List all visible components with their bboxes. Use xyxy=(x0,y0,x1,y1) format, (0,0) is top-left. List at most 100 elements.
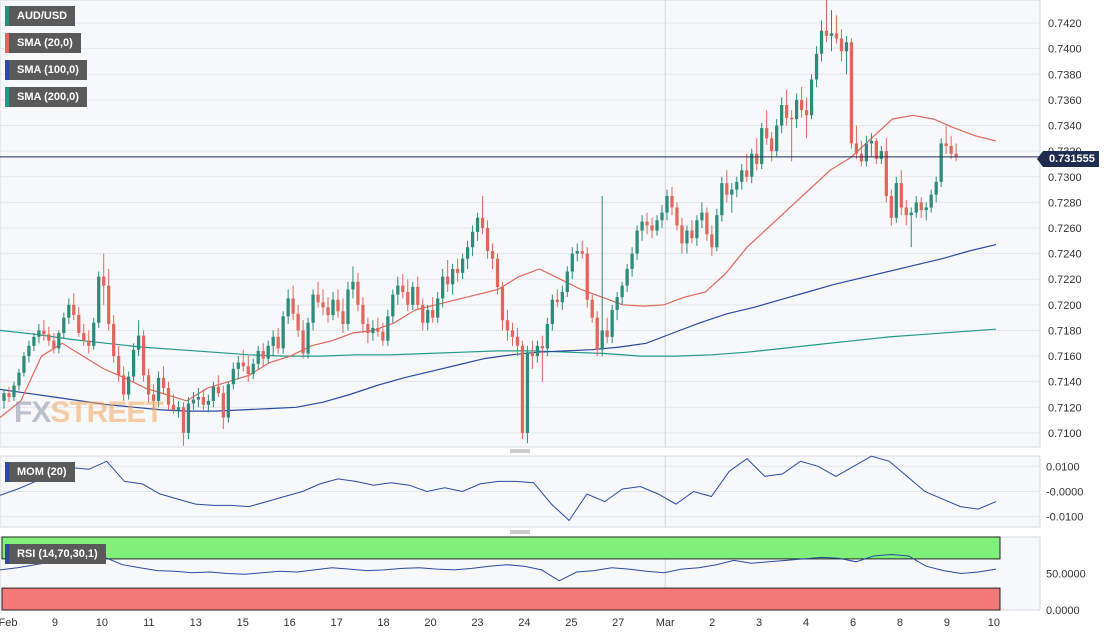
candle xyxy=(944,125,948,154)
candle xyxy=(12,381,16,401)
legend-sma200[interactable]: SMA (200,0) xyxy=(5,87,87,107)
legend-sma20[interactable]: SMA (20,0) xyxy=(5,33,81,53)
candle-body xyxy=(17,372,21,386)
x-tick-label: 10 xyxy=(96,617,108,629)
candle-body xyxy=(894,183,898,218)
candle xyxy=(216,375,220,398)
y-tick-label: 0.7380 xyxy=(1048,69,1082,81)
candle-body xyxy=(406,292,410,305)
candle-body xyxy=(505,320,510,331)
candle-body xyxy=(670,195,674,208)
candle-body xyxy=(286,298,290,317)
candle xyxy=(500,281,505,331)
candle-body xyxy=(281,316,285,349)
legend-mom[interactable]: MOM (20) xyxy=(5,462,75,482)
candle-body xyxy=(765,128,769,139)
x-tick-label: 16 xyxy=(284,617,296,629)
candle-body xyxy=(196,397,201,400)
candle xyxy=(107,268,111,331)
candle-body xyxy=(640,221,644,231)
candle xyxy=(635,225,639,261)
candle xyxy=(241,349,245,372)
candle xyxy=(899,170,903,216)
candle xyxy=(436,292,440,323)
candle xyxy=(690,220,694,244)
candle-body xyxy=(520,345,525,433)
candle xyxy=(585,247,589,308)
candle-body xyxy=(570,253,574,272)
candle-body xyxy=(441,276,445,299)
candle xyxy=(57,330,61,354)
candle xyxy=(126,371,131,400)
candle-body xyxy=(475,217,480,232)
y-tick-label: 0.7140 xyxy=(1048,377,1082,389)
candle-body xyxy=(770,138,774,152)
candle-body xyxy=(12,385,16,398)
candle-body xyxy=(525,352,530,433)
candle xyxy=(535,340,540,363)
candle-body xyxy=(480,217,485,228)
legend-rsi[interactable]: RSI (14,70,30,1) xyxy=(5,544,106,564)
candle-body xyxy=(42,330,46,335)
candle-body xyxy=(720,183,724,216)
candle-body xyxy=(271,336,275,346)
candle xyxy=(42,320,46,341)
candle xyxy=(720,176,724,222)
candle-body xyxy=(82,333,86,341)
candle-body xyxy=(456,268,460,273)
y-tick-label: 0.7100 xyxy=(1048,428,1082,440)
candle xyxy=(146,368,151,403)
candle xyxy=(226,381,230,423)
candle xyxy=(730,183,734,213)
candle-body xyxy=(161,377,166,389)
legend-sma200-label: SMA (200,0) xyxy=(17,91,79,103)
candle-body xyxy=(62,317,66,334)
candle-body xyxy=(336,299,340,312)
candle-body xyxy=(351,281,355,290)
candle-body xyxy=(705,212,709,235)
candle xyxy=(685,225,689,254)
candle xyxy=(92,317,96,350)
candle-body xyxy=(326,307,330,316)
candle-body xyxy=(92,322,96,346)
candle-body xyxy=(411,286,415,305)
candle xyxy=(735,176,739,198)
legend-sma100[interactable]: SMA (100,0) xyxy=(5,60,87,80)
grid-layer xyxy=(0,0,1041,611)
candle-body xyxy=(122,375,126,395)
candle-body xyxy=(32,336,36,346)
candle-body xyxy=(635,230,639,254)
candle xyxy=(814,46,819,88)
candle-body xyxy=(246,366,250,374)
candle xyxy=(381,322,385,346)
candle xyxy=(186,397,191,440)
candle xyxy=(525,345,530,444)
x-tick-label: 10 xyxy=(988,617,1000,629)
x-tick-label: 13 xyxy=(190,617,202,629)
candle xyxy=(595,311,599,357)
candle xyxy=(441,268,445,308)
candle xyxy=(715,208,719,252)
candle xyxy=(211,381,215,408)
legend-symbol[interactable]: AUD/USD xyxy=(5,6,76,26)
candle xyxy=(426,304,430,331)
candle xyxy=(286,289,290,325)
candle xyxy=(580,240,584,259)
candle-body xyxy=(117,356,121,376)
candle-body xyxy=(949,146,953,154)
candle xyxy=(296,304,300,337)
candle-body xyxy=(780,105,784,126)
candle-body xyxy=(630,253,634,269)
candle xyxy=(206,394,211,413)
mom-tick-label: -0.0000 xyxy=(1046,487,1083,499)
candle-body xyxy=(510,330,515,337)
y-tick-label: 0.7160 xyxy=(1048,351,1082,363)
candle xyxy=(366,317,370,344)
candle xyxy=(839,29,844,62)
candle xyxy=(570,247,574,280)
candle-body xyxy=(879,151,883,159)
candle xyxy=(760,122,764,170)
candle xyxy=(246,356,250,382)
candle-body xyxy=(37,330,41,337)
